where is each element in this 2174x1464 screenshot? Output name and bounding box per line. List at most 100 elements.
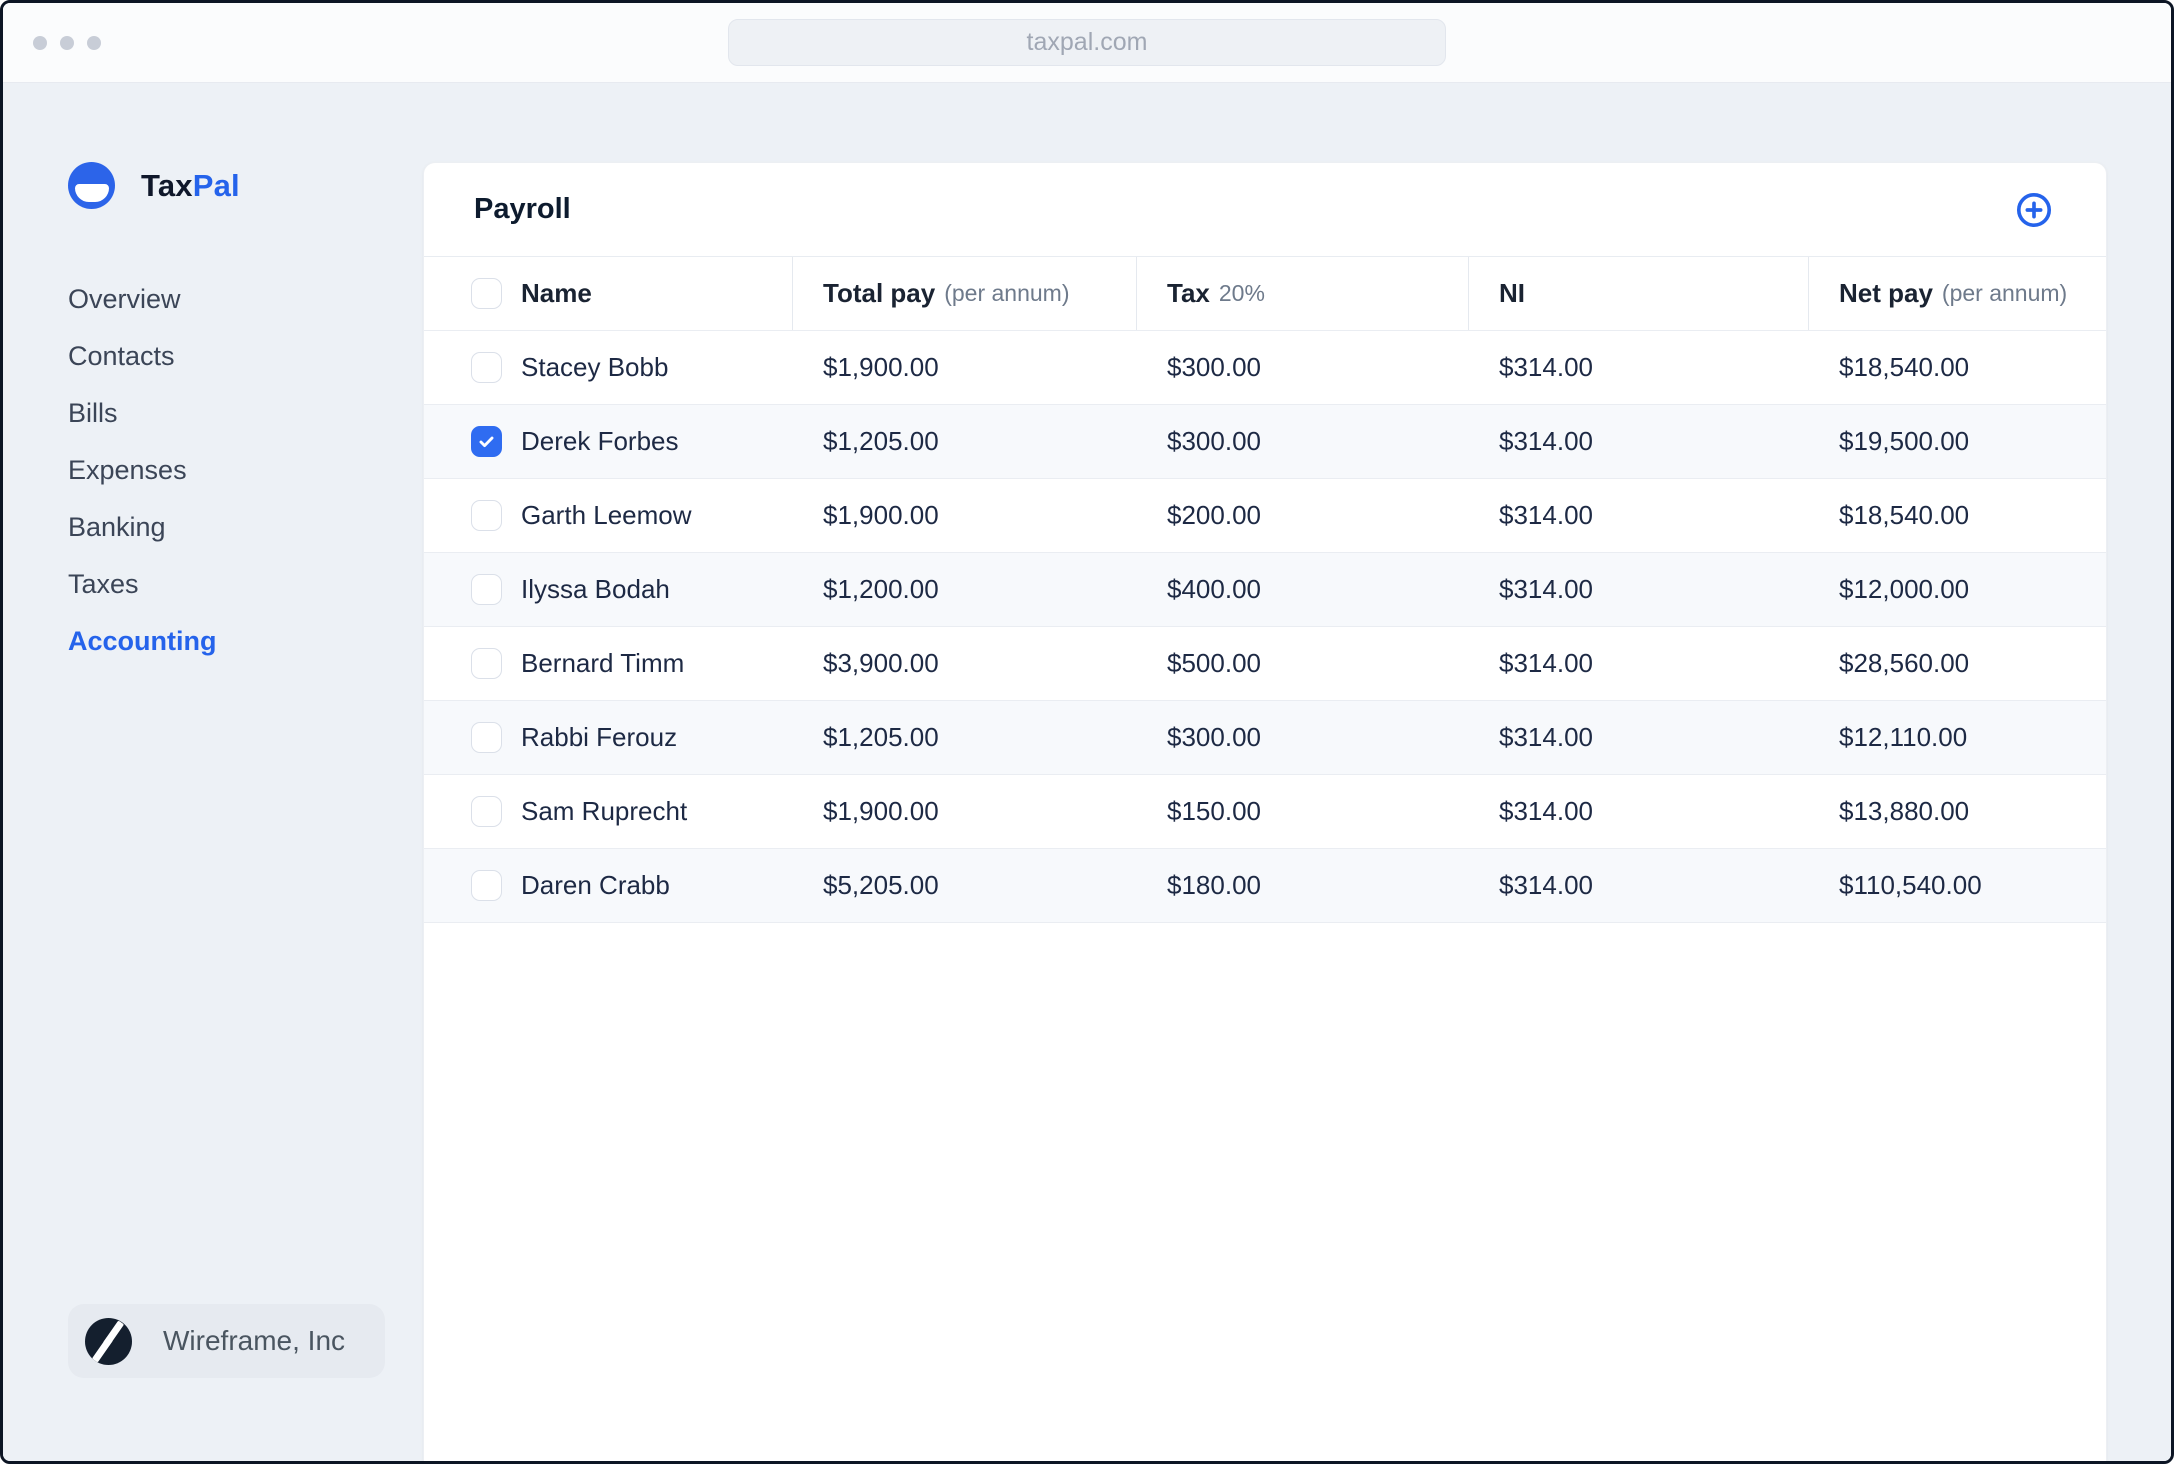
cell-tax: $500.00 xyxy=(1167,648,1261,678)
cell-total-pay: $1,900.00 xyxy=(823,500,939,530)
add-payroll-button[interactable] xyxy=(2014,190,2054,230)
row-checkbox[interactable] xyxy=(471,796,502,827)
cell-name: Stacey Bobb xyxy=(424,331,793,404)
column-label: NI xyxy=(1499,278,1525,308)
column-header-name: Name xyxy=(424,257,793,330)
sidebar: TaxPal Overview Contacts Bills Expenses Bank… xyxy=(3,83,423,1461)
page-title: Payroll xyxy=(474,193,571,225)
column-label: Net pay xyxy=(1839,278,1933,308)
cell-ni: $314.00 xyxy=(1499,500,1593,530)
row-checkbox[interactable] xyxy=(471,870,502,901)
window-control-dot[interactable] xyxy=(87,36,101,50)
employee-name: Bernard Timm xyxy=(521,648,685,678)
app-body: TaxPal Overview Contacts Bills Expenses Bank… xyxy=(3,83,2171,1461)
window-control-dot[interactable] xyxy=(60,36,74,50)
cell-tax: $400.00 xyxy=(1167,574,1261,604)
cell-name: Rabbi Ferouz xyxy=(424,701,793,774)
payroll-card: Payroll Name Total pay (per annum) Tax 20% NI… xyxy=(423,162,2107,1461)
row-checkbox[interactable] xyxy=(471,426,502,457)
table-row: Rabbi Ferouz $1,205.00 $300.00 $314.00 $12,1… xyxy=(424,701,2106,775)
row-checkbox[interactable] xyxy=(471,500,502,531)
wireframe-logo-icon xyxy=(85,1317,132,1365)
cell-name: Bernard Timm xyxy=(424,627,793,700)
cell-net-pay: $18,540.00 xyxy=(1839,352,1970,382)
row-checkbox[interactable] xyxy=(471,574,502,605)
cell-net-pay: $12,000.00 xyxy=(1839,574,1970,604)
cell-ni: $314.00 xyxy=(1499,426,1593,456)
table-row: Bernard Timm $3,900.00 $500.00 $314.00 $28,5… xyxy=(424,627,2106,701)
sidebar-item-banking[interactable]: Banking xyxy=(68,512,166,542)
slash-mark xyxy=(91,1335,114,1363)
sidebar-item-taxes[interactable]: Taxes xyxy=(68,569,139,599)
cell-name: Derek Forbes xyxy=(424,405,793,478)
row-checkbox[interactable] xyxy=(471,722,502,753)
cell-total-pay: $1,205.00 xyxy=(823,722,939,752)
cell-tax: $180.00 xyxy=(1167,870,1261,900)
cell-tax: $300.00 xyxy=(1167,352,1261,382)
employee-name: Rabbi Ferouz xyxy=(521,722,678,752)
cell-ni: $314.00 xyxy=(1499,870,1593,900)
employee-name: Daren Crabb xyxy=(521,870,670,900)
column-header-tax: Tax 20% xyxy=(1137,257,1469,330)
cell-name: Daren Crabb xyxy=(424,849,793,922)
cell-tax: $300.00 xyxy=(1167,426,1261,456)
sidebar-item-contacts[interactable]: Contacts xyxy=(68,341,175,371)
taxpal-logo-icon xyxy=(68,162,115,209)
cell-total-pay: $1,200.00 xyxy=(823,574,939,604)
logo-text-tax: Tax xyxy=(141,167,193,203)
column-label: Name xyxy=(521,278,592,308)
taxpal-logo[interactable]: TaxPal xyxy=(68,162,423,209)
taxpal-logo-text: TaxPal xyxy=(141,168,240,204)
window-control-dot[interactable] xyxy=(33,36,47,50)
cell-tax: $200.00 xyxy=(1167,500,1261,530)
table-body: Stacey Bobb $1,900.00 $300.00 $314.00 $18,54… xyxy=(424,331,2106,923)
cell-total-pay: $1,900.00 xyxy=(823,352,939,382)
column-label: Tax xyxy=(1167,278,1210,308)
table-row: Sam Ruprecht $1,900.00 $150.00 $314.00 $13,8… xyxy=(424,775,2106,849)
table-row: Garth Leemow $1,900.00 $200.00 $314.00 $18,5… xyxy=(424,479,2106,553)
cell-total-pay: $1,205.00 xyxy=(823,426,939,456)
employee-name: Sam Ruprecht xyxy=(521,796,688,826)
sidebar-item-accounting[interactable]: Accounting xyxy=(68,626,217,656)
column-header-ni: NI xyxy=(1469,257,1809,330)
employee-name: Stacey Bobb xyxy=(521,352,669,382)
table-header: Name Total pay (per annum) Tax 20% NI Net pay (… xyxy=(424,257,2106,331)
cell-net-pay: $110,540.00 xyxy=(1839,870,1982,900)
cell-name: Garth Leemow xyxy=(424,479,793,552)
sidebar-nav: Overview Contacts Bills Expenses Banking Taxe… xyxy=(68,271,423,670)
cell-total-pay: $1,900.00 xyxy=(823,796,939,826)
column-sublabel: (per annum) xyxy=(944,280,1070,306)
employee-name: Derek Forbes xyxy=(521,426,679,456)
cell-tax: $150.00 xyxy=(1167,796,1261,826)
url-bar[interactable]: taxpal.com xyxy=(728,19,1446,66)
org-name: Wireframe, Inc xyxy=(163,1325,346,1356)
employee-name: Garth Leemow xyxy=(521,500,692,530)
table-row: Daren Crabb $5,205.00 $180.00 $314.00 $110,5… xyxy=(424,849,2106,923)
row-checkbox[interactable] xyxy=(471,352,502,383)
cell-name: Sam Ruprecht xyxy=(424,775,793,848)
select-all-checkbox[interactable] xyxy=(471,278,502,309)
cell-net-pay: $13,880.00 xyxy=(1839,796,1970,826)
url-text: taxpal.com xyxy=(1026,28,1148,56)
column-sublabel: (per annum) xyxy=(1941,280,2068,306)
cell-net-pay: $12,110.00 xyxy=(1839,722,1968,752)
sidebar-item-expenses[interactable]: Expenses xyxy=(68,455,187,485)
cell-net-pay: $19,500.00 xyxy=(1839,426,1970,456)
column-header-total-pay: Total pay (per annum) xyxy=(793,257,1137,330)
sidebar-item-overview[interactable]: Overview xyxy=(68,284,181,314)
org-switcher[interactable]: Wireframe, Inc xyxy=(68,1304,386,1378)
circle-plus-icon xyxy=(2016,192,2052,227)
cell-ni: $314.00 xyxy=(1499,796,1593,826)
table-row: Derek Forbes $1,205.00 $300.00 $314.00 $19,5… xyxy=(424,405,2106,479)
row-checkbox[interactable] xyxy=(471,648,502,679)
window-controls[interactable] xyxy=(33,36,101,50)
cell-ni: $314.00 xyxy=(1499,352,1593,382)
sidebar-item-bills[interactable]: Bills xyxy=(68,398,118,428)
cell-tax: $300.00 xyxy=(1167,722,1261,752)
cell-net-pay: $18,540.00 xyxy=(1839,500,1970,530)
table-row: Stacey Bobb $1,900.00 $300.00 $314.00 $18,54… xyxy=(424,331,2106,405)
cell-ni: $314.00 xyxy=(1499,648,1593,678)
cell-total-pay: $5,205.00 xyxy=(823,870,939,900)
card-header: Payroll xyxy=(424,163,2106,257)
